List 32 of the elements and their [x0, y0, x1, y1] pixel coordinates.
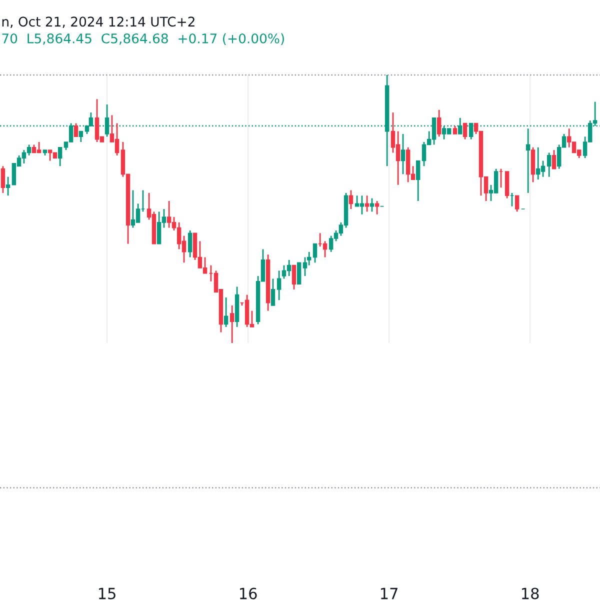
candlestick — [370, 198, 374, 212]
candlestick — [514, 194, 520, 212]
candlestick — [462, 122, 468, 140]
candlestick — [374, 200, 380, 216]
candlestick — [6, 176, 10, 196]
x-tick-label: 16 — [240, 588, 257, 600]
candlestick — [546, 152, 552, 178]
candlestick — [224, 296, 228, 328]
x-tick-label: 18 — [522, 588, 539, 600]
candlestick — [312, 243, 318, 264]
candlestick — [58, 146, 62, 167]
candlestick — [0, 165, 6, 194]
text: n, Oct 21, 2024 12:14 UTC+2 — [2, 16, 194, 28]
candlestick — [400, 133, 406, 175]
candlestick — [416, 160, 420, 202]
candlestick — [74, 122, 78, 138]
candlestick — [230, 304, 234, 344]
candlestick — [292, 264, 296, 290]
candlestick — [364, 194, 370, 212]
candlestick — [322, 240, 328, 258]
candlestick — [78, 130, 84, 143]
x-tick-label: 15 — [98, 588, 116, 600]
candlestick — [188, 230, 192, 258]
candlestick — [552, 149, 556, 170]
candlestick — [526, 128, 530, 194]
candlestick — [270, 278, 276, 306]
candlestick — [348, 190, 354, 210]
text: 70 L5,864.45 C5,864.68 +0.17 (+0.00%) — [2, 33, 284, 45]
candlestick — [276, 270, 282, 301]
candlestick — [436, 109, 442, 138]
candlestick — [296, 262, 302, 284]
x-tick-label: 17 — [381, 588, 398, 600]
